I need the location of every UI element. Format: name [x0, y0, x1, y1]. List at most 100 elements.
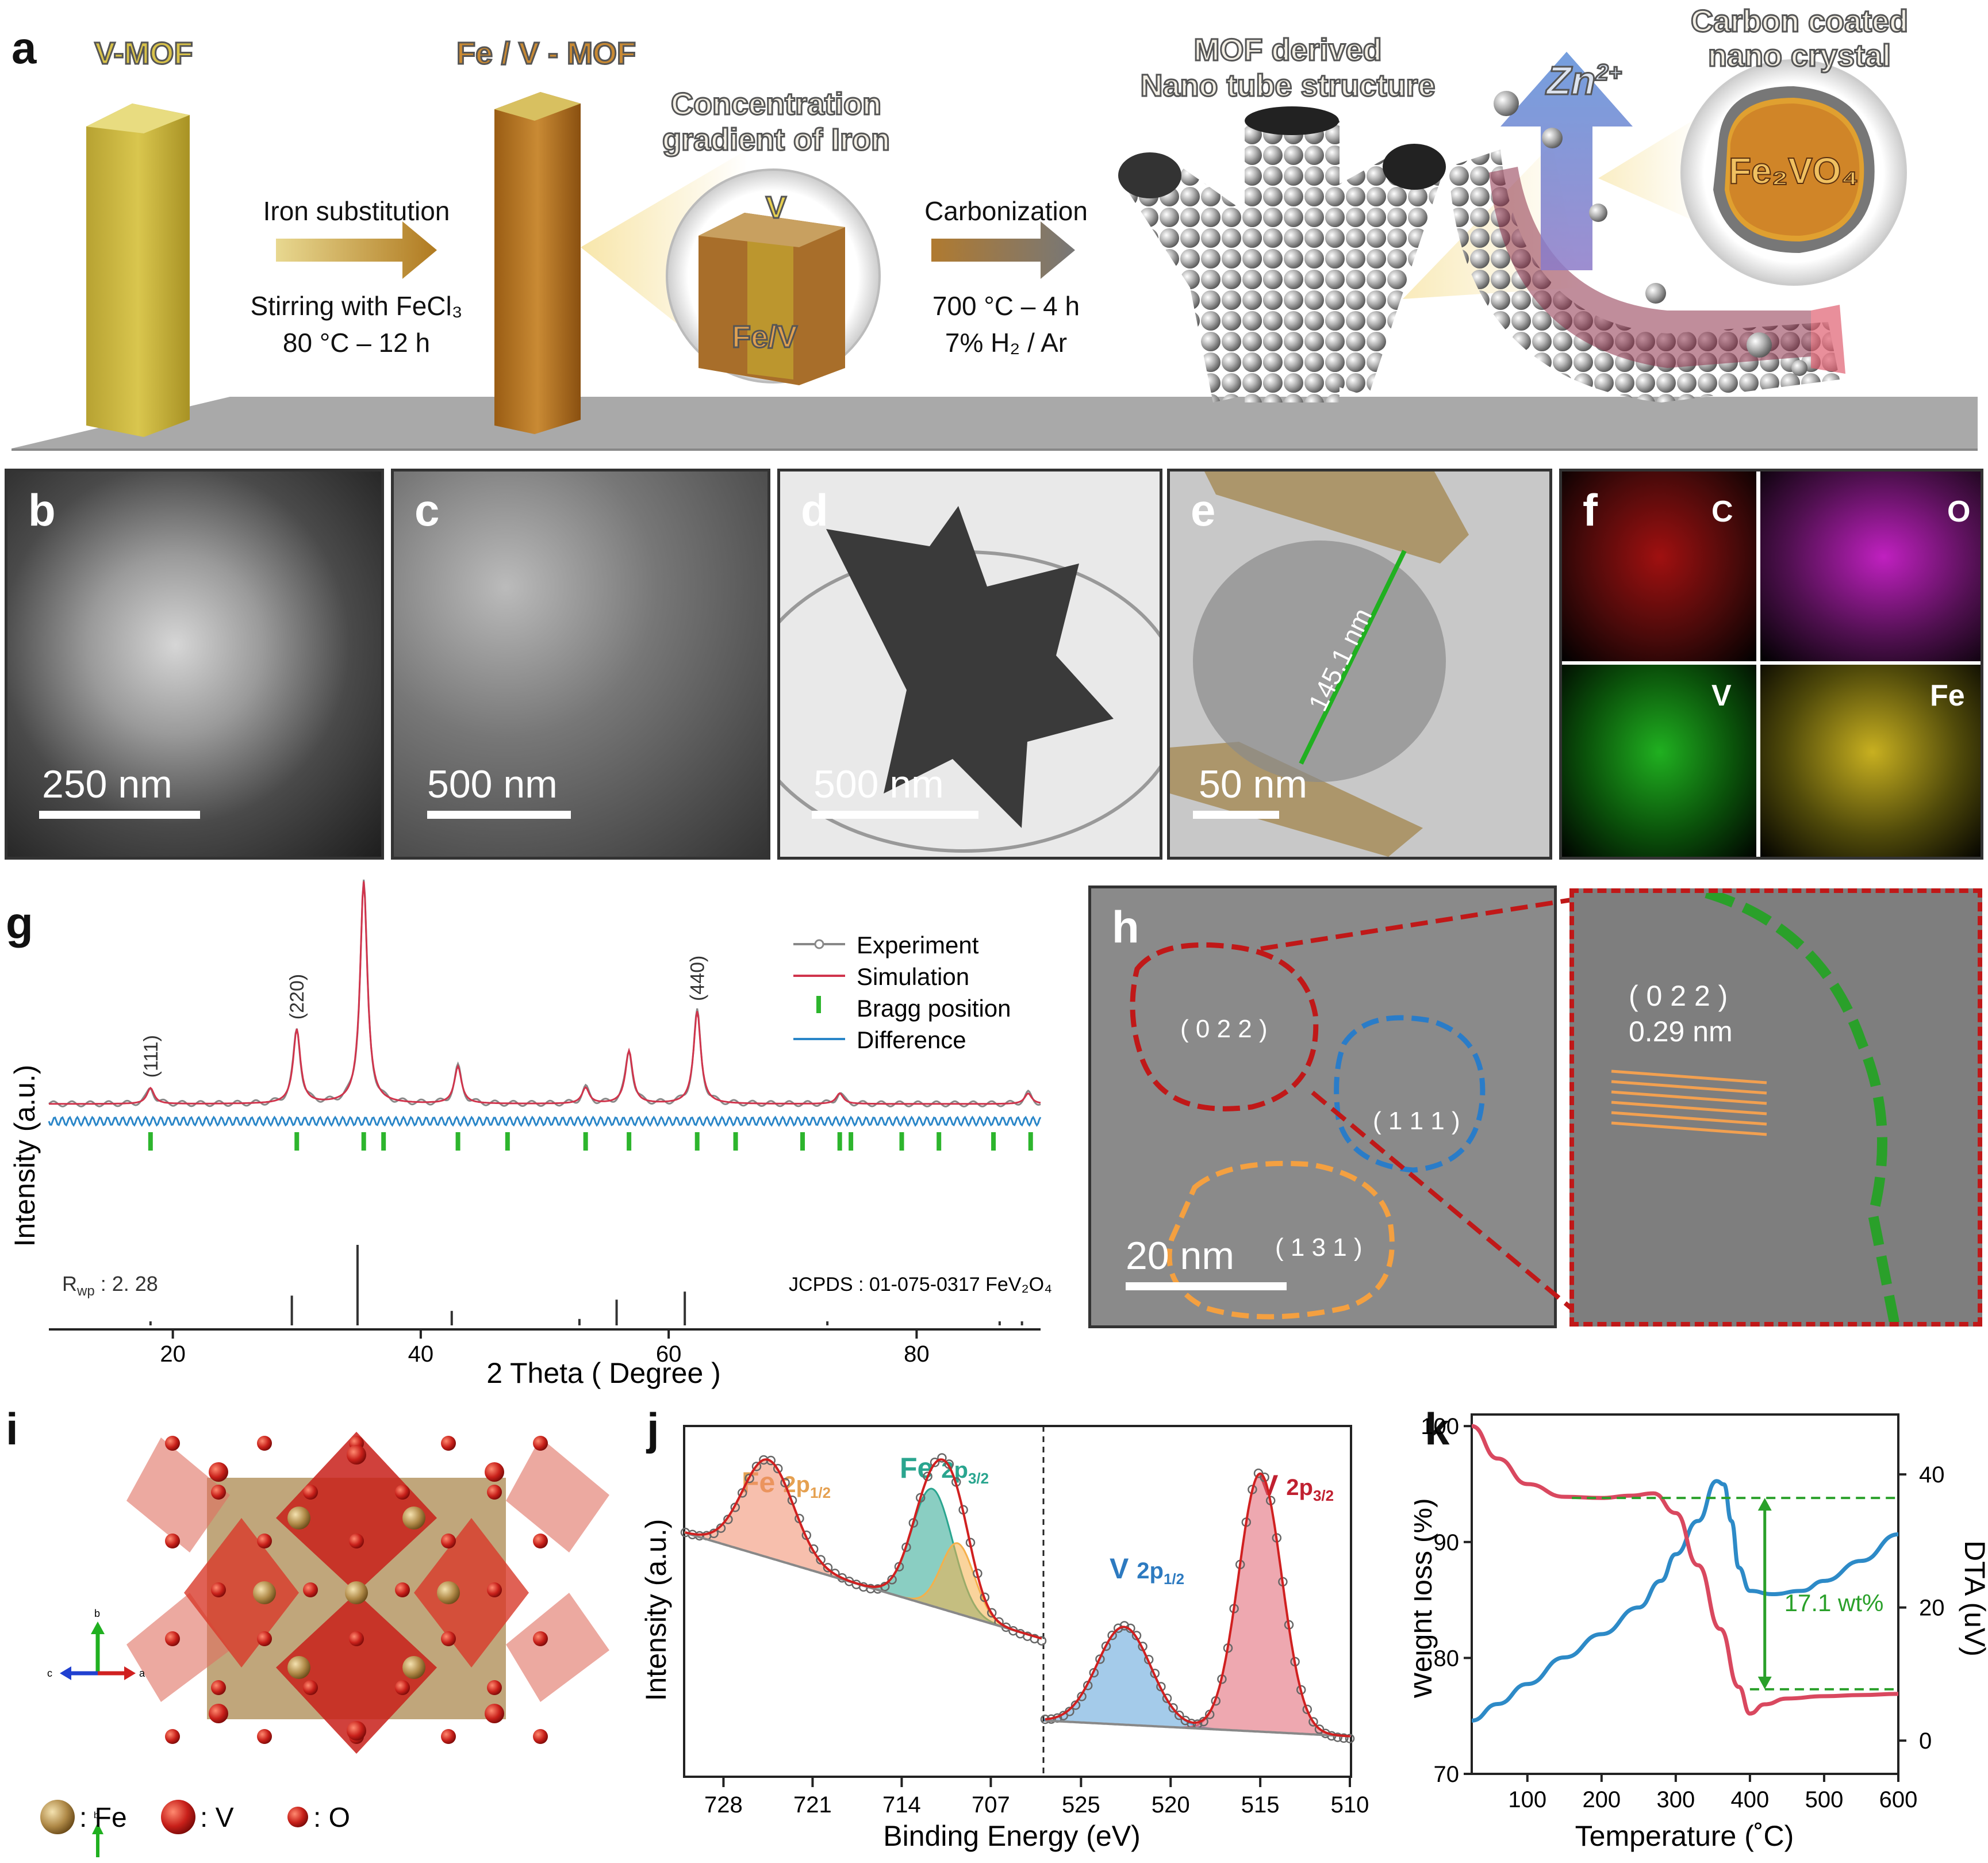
octahedron-4	[506, 1593, 609, 1702]
crystal-structure: b	[92, 1432, 609, 1857]
octahedron-8	[414, 1518, 529, 1667]
panel-h-outlines	[1130, 942, 1486, 1320]
peak-label-0: (111)	[140, 1035, 162, 1078]
o-atom-8	[487, 1485, 502, 1500]
octahedron-7	[184, 1518, 299, 1667]
o-atom-1	[257, 1436, 272, 1451]
xps-fe-xtick-label-2: 714	[882, 1792, 921, 1818]
xrd-xtick-label-0: 20	[160, 1341, 186, 1367]
xps-v-data-point-300	[1345, 1734, 1355, 1743]
v-atom-4	[347, 1445, 366, 1465]
xps-fe-data-point-114	[816, 1555, 826, 1565]
eds-label-fe: Fe	[1930, 679, 1965, 712]
panel-b-sem: b 250 nm	[5, 469, 384, 860]
tga-xtick-label-4: 500	[1805, 1787, 1844, 1812]
octahedron-2	[506, 1438, 609, 1552]
o-atom-24	[303, 1680, 318, 1695]
xrd-xtick-label-3: 80	[904, 1341, 930, 1367]
xps-fe-data-point-120	[823, 1563, 833, 1573]
tga-xtick-label-1: 200	[1582, 1787, 1621, 1812]
xps-v-data-point-288	[1333, 1732, 1343, 1742]
panel-h-hrtem: h ( 0 2 2 ) ( 1 1 1 ) ( 1 3 1 ) 20 nm	[1088, 885, 1557, 1328]
fe-atom-1	[402, 1506, 425, 1529]
bragg-tick-12	[849, 1132, 854, 1151]
tga-y2tick-label-2: 40	[1919, 1462, 1945, 1488]
o-atom-11	[349, 1534, 364, 1548]
o-atom-19	[257, 1631, 272, 1646]
octahedron-1	[126, 1438, 230, 1552]
bragg-tick-7	[627, 1132, 632, 1151]
xps-fe-xtick-label-3: 707	[972, 1792, 1010, 1818]
fe-atom-3	[402, 1656, 425, 1679]
panel-b-scale-text: 250 nm	[42, 762, 172, 806]
carbon-title-line1: Carbon coated	[1690, 3, 1909, 40]
bragg-tick-9	[733, 1132, 738, 1151]
bragg-tick-10	[800, 1132, 805, 1151]
xps-v-xtick-label-3: 510	[1331, 1792, 1369, 1818]
o-atom-9	[165, 1534, 180, 1548]
xps-v-data-point-132	[1174, 1710, 1184, 1720]
xps-fe-data-point-54	[744, 1473, 754, 1483]
bragg-tick-4	[455, 1132, 460, 1151]
tga-xlabel: Temperature (˚C)	[1575, 1820, 1794, 1852]
step1-bottom-line2: 80 °C – 12 h	[282, 328, 431, 358]
triad-c-label: c	[47, 1667, 52, 1679]
triad-c-head	[60, 1666, 71, 1680]
panel-g-label: g	[6, 898, 33, 948]
octahedron-6	[276, 1593, 437, 1754]
triad-a-head	[124, 1666, 136, 1680]
fe-atom-4	[345, 1581, 368, 1604]
peak-label-7: (440)	[687, 956, 709, 1001]
xps-fe-data-point-198	[915, 1493, 926, 1503]
tube-title-line2: Nano tube structure	[1139, 68, 1436, 104]
plane-131: ( 1 3 1 )	[1275, 1233, 1363, 1262]
gradient-title-line2: gradient of Iron	[662, 122, 891, 158]
panel-h-scalebar	[1126, 1282, 1287, 1290]
xps-v-data-point-54	[1095, 1654, 1105, 1664]
o-atom-5	[211, 1485, 226, 1500]
panel-h-inset-lines	[1611, 893, 1900, 1322]
step1-top: Iron substitution	[263, 196, 450, 226]
tga-ytick-label-0: 70	[1434, 1762, 1460, 1787]
v-atom-5	[347, 1721, 366, 1741]
structure-atoms	[165, 1436, 548, 1744]
bragg-tick-13	[899, 1132, 904, 1151]
tga-frame	[1471, 1413, 1899, 1775]
xps-fe-xtick-label-0: 728	[704, 1792, 743, 1818]
xrd-xtick-label-1: 40	[408, 1341, 434, 1367]
eds-divider-v	[1756, 471, 1760, 857]
xps-v-data-point-258	[1302, 1704, 1312, 1715]
bragg-tick-2	[361, 1132, 366, 1151]
tga-ytick-label-1: 80	[1434, 1646, 1460, 1671]
v-atom-0	[209, 1462, 228, 1482]
crystal-label: Fe₂VO₄	[1728, 150, 1859, 192]
bragg-tick-5	[505, 1132, 510, 1151]
o-atom-27	[165, 1729, 180, 1744]
o-atom-10	[257, 1534, 272, 1548]
fevmof-title: Fe / V - MOF	[455, 36, 636, 72]
tga-xtick-label-2: 300	[1656, 1787, 1695, 1812]
step1-bottom-line1: Stirring with FeCl₃	[250, 291, 463, 321]
xps-fe-data-point-300	[1037, 1636, 1047, 1646]
xps-v-data-point-264	[1308, 1717, 1318, 1727]
eds-map-fe	[1760, 664, 1981, 857]
triad-a-label: a	[139, 1667, 145, 1679]
o-atom-13	[533, 1534, 548, 1548]
bragg-tick-1	[294, 1132, 300, 1151]
o-atom-28	[257, 1729, 272, 1744]
panel-h-label: h	[1112, 902, 1139, 952]
o-atom-3	[441, 1436, 456, 1451]
xps-chart: Binding Energy (eV) Intensity (a.u.) Fe …	[640, 1425, 1369, 1852]
o-atom-22	[533, 1631, 548, 1646]
panel-a: a V-MOF Fe / V - MOF Concentration gradi…	[0, 0, 1988, 454]
jcpds-label: JCPDS : 01-075-0317 FeV₂O₄	[789, 1274, 1052, 1295]
fe2p32-label: Fe 2p3/2	[900, 1452, 989, 1487]
eds-map-v	[1562, 664, 1757, 857]
o-atom-26	[487, 1680, 502, 1695]
o-atom-0	[165, 1436, 180, 1451]
o-atom-6	[303, 1485, 318, 1500]
tga-xtick-label-0: 100	[1508, 1787, 1546, 1812]
panel-e-scalebar	[1193, 811, 1279, 819]
v-legend-ball	[161, 1800, 195, 1834]
xps-v-envelope	[1045, 1472, 1350, 1738]
